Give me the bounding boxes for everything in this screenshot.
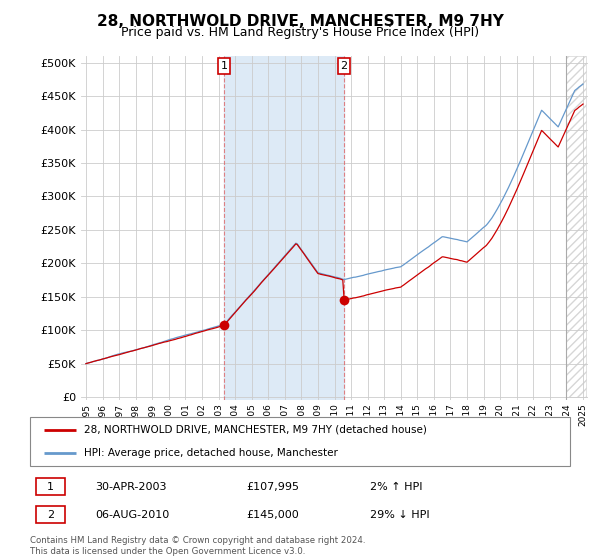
Text: 1: 1 (220, 61, 227, 71)
Text: 2% ↑ HPI: 2% ↑ HPI (370, 482, 422, 492)
Text: Price paid vs. HM Land Registry's House Price Index (HPI): Price paid vs. HM Land Registry's House … (121, 26, 479, 39)
Text: 1: 1 (47, 482, 54, 492)
Text: 2: 2 (341, 61, 347, 71)
Text: 28, NORTHWOLD DRIVE, MANCHESTER, M9 7HY: 28, NORTHWOLD DRIVE, MANCHESTER, M9 7HY (97, 14, 503, 29)
Text: 30-APR-2003: 30-APR-2003 (95, 482, 166, 492)
Text: Contains HM Land Registry data © Crown copyright and database right 2024.
This d: Contains HM Land Registry data © Crown c… (30, 536, 365, 556)
Text: 28, NORTHWOLD DRIVE, MANCHESTER, M9 7HY (detached house): 28, NORTHWOLD DRIVE, MANCHESTER, M9 7HY … (84, 425, 427, 435)
Text: 06-AUG-2010: 06-AUG-2010 (95, 510, 169, 520)
Text: £145,000: £145,000 (246, 510, 299, 520)
FancyBboxPatch shape (37, 506, 65, 524)
Bar (224, 56, 344, 400)
Text: 2: 2 (47, 510, 54, 520)
FancyBboxPatch shape (37, 478, 65, 495)
Text: HPI: Average price, detached house, Manchester: HPI: Average price, detached house, Manc… (84, 447, 338, 458)
Bar (566, 56, 586, 400)
Text: 29% ↓ HPI: 29% ↓ HPI (370, 510, 430, 520)
Text: £107,995: £107,995 (246, 482, 299, 492)
